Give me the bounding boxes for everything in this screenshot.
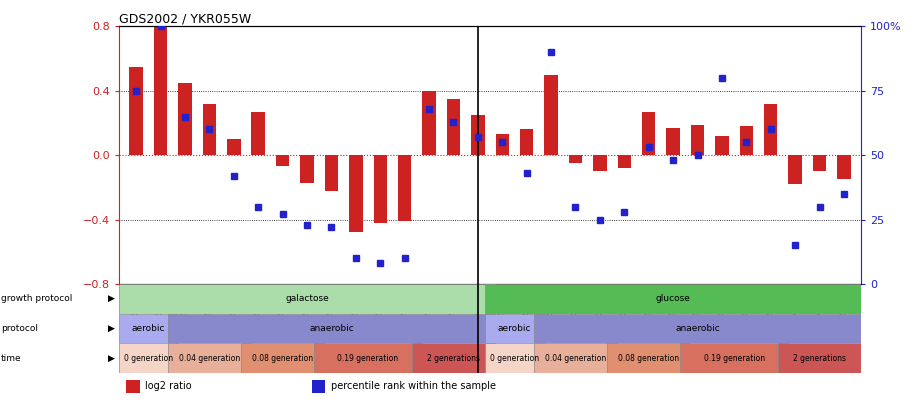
Bar [276,155,289,166]
Bar [496,134,509,155]
Bar [485,314,544,343]
Text: 2 generations: 2 generations [427,354,480,363]
Text: log2 ratio: log2 ratio [145,381,191,391]
Bar [168,343,251,373]
Bar [520,129,533,155]
Bar [812,155,826,171]
Bar [119,343,178,373]
Bar [300,155,313,183]
Bar [594,155,606,171]
Text: anaerobic: anaerobic [675,324,720,333]
Text: 0.04 generation: 0.04 generation [545,354,606,363]
Bar [569,155,583,163]
Bar [314,343,421,373]
Text: ▶: ▶ [107,294,114,303]
Text: growth protocol: growth protocol [1,294,72,303]
Bar [241,343,324,373]
Text: percentile rank within the sample: percentile rank within the sample [331,381,496,391]
Text: aerobic: aerobic [497,324,531,333]
Text: glucose: glucose [656,294,691,303]
Text: 0.04 generation: 0.04 generation [179,354,240,363]
Bar [119,314,178,343]
Text: 0 generation: 0 generation [124,354,173,363]
Bar [227,139,241,155]
Bar [179,83,191,155]
Bar [129,66,143,155]
Text: 0.08 generation: 0.08 generation [252,354,313,363]
Bar [119,284,495,314]
Bar [617,155,631,168]
Bar [471,115,485,155]
Bar [349,155,363,232]
Bar [154,26,168,155]
Text: 0.19 generation: 0.19 generation [703,354,765,363]
Text: 0.19 generation: 0.19 generation [337,354,398,363]
Text: 2 generations: 2 generations [793,354,846,363]
Text: 0 generation: 0 generation [490,354,539,363]
Text: protocol: protocol [1,324,38,333]
Text: 0.08 generation: 0.08 generation [618,354,680,363]
Bar [312,380,325,392]
Bar [485,284,861,314]
Bar [837,155,851,179]
Bar [324,155,338,191]
Bar [412,343,495,373]
Text: GDS2002 / YKR055W: GDS2002 / YKR055W [119,12,251,25]
Bar [374,155,387,223]
Bar [739,126,753,155]
Bar [681,343,788,373]
Bar [447,99,460,155]
Bar [607,343,690,373]
Text: aerobic: aerobic [132,324,165,333]
Bar [667,128,680,155]
Bar [398,155,411,221]
Text: anaerobic: anaerobic [309,324,354,333]
Bar [126,380,140,392]
Bar [778,343,861,373]
Text: galactose: galactose [285,294,329,303]
Bar [534,314,861,343]
Bar [202,104,216,155]
Bar [252,112,265,155]
Bar [168,314,495,343]
Bar [764,104,778,155]
Bar [715,136,728,155]
Text: time: time [1,354,22,363]
Bar [691,125,704,155]
Bar [485,343,544,373]
Bar [789,155,802,184]
Bar [544,75,558,155]
Text: ▶: ▶ [107,354,114,363]
Bar [534,343,617,373]
Bar [422,91,436,155]
Bar [642,112,656,155]
Text: ▶: ▶ [107,324,114,333]
